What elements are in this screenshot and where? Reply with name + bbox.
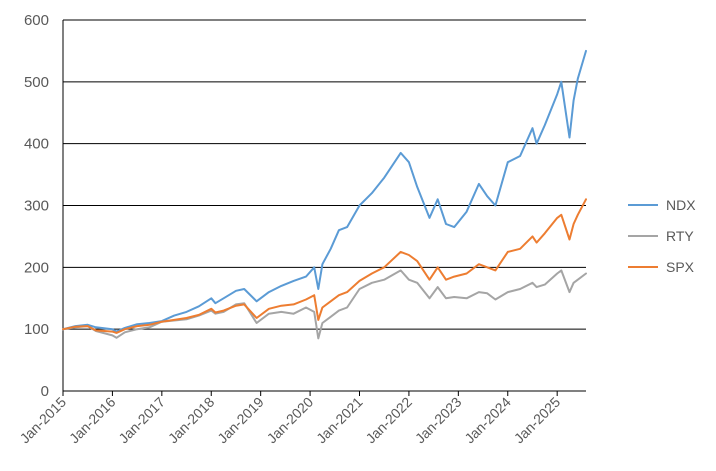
legend: NDX RTY SPX <box>628 197 696 275</box>
legend-label-spx: SPX <box>666 259 695 275</box>
series-line-rty <box>62 269 587 340</box>
y-tick-label-100: 100 <box>24 321 49 338</box>
x-tick-label-2017: Jan-2017 <box>115 394 168 447</box>
x-tick-label-2022: Jan-2022 <box>362 394 415 447</box>
x-tick-label-2021: Jan-2021 <box>313 394 366 447</box>
x-tick-label-2023: Jan-2023 <box>412 394 465 447</box>
series-line-ndx <box>62 49 587 333</box>
x-tick-label-2019: Jan-2019 <box>214 394 267 447</box>
y-tick-label-500: 500 <box>24 74 49 91</box>
x-tick-label-2018: Jan-2018 <box>165 394 218 447</box>
series-lines <box>62 49 587 340</box>
legend-label-ndx: NDX <box>666 197 696 213</box>
series-line-spx <box>62 198 587 334</box>
x-tick-label-2020: Jan-2020 <box>264 394 317 447</box>
legend-label-rty: RTY <box>666 228 694 244</box>
y-tick-label-400: 400 <box>24 136 49 153</box>
x-tick-label-2024: Jan-2024 <box>461 394 514 447</box>
gridlines <box>63 19 586 330</box>
y-tick-label-300: 300 <box>24 198 49 215</box>
x-tick-label-2016: Jan-2016 <box>66 394 119 447</box>
y-tick-label-200: 200 <box>24 259 49 276</box>
x-tick-label-2015: Jan-2015 <box>17 394 70 447</box>
x-tick-label-2025: Jan-2025 <box>511 394 564 447</box>
axes <box>62 20 586 396</box>
y-tick-label-600: 600 <box>24 12 49 29</box>
y-tick-labels: 0 100 200 300 400 500 600 <box>24 12 49 400</box>
x-tick-labels: Jan-2015Jan-2016Jan-2017Jan-2018Jan-2019… <box>17 394 564 447</box>
y-tick-label-0: 0 <box>41 383 49 400</box>
